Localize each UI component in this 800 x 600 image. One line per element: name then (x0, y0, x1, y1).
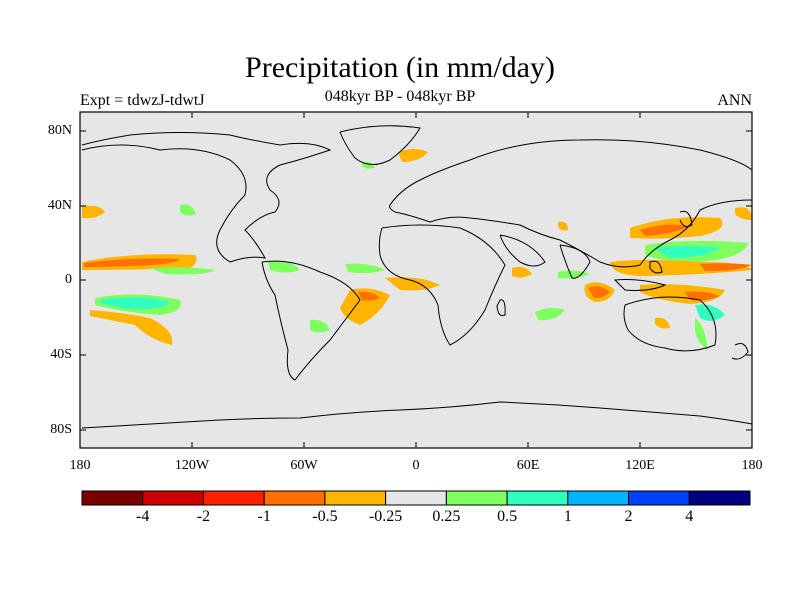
colorbar-box (324, 490, 387, 506)
experiment-label: Expt = tdwzJ-tdwtJ (80, 92, 205, 109)
lat-label: 0 (65, 272, 72, 287)
colorbar-box (567, 490, 630, 506)
colorbar-label: 0.5 (497, 508, 518, 525)
colorbar-label: -4 (136, 508, 150, 525)
colorbar-box (506, 490, 569, 506)
season-label: ANN (717, 92, 752, 109)
colorbar-box (202, 490, 265, 506)
lat-label: 80S (50, 422, 72, 437)
lon-label: 120W (174, 458, 210, 473)
lon-label: 60E (516, 458, 540, 473)
colorbar-box (81, 490, 144, 506)
lon-label: 120E (625, 458, 655, 473)
lat-label: 80N (47, 123, 72, 138)
colorbar-box (445, 490, 508, 506)
colorbar-box (263, 490, 326, 506)
lon-label: 0 (412, 458, 420, 473)
colorbar-label: 2 (624, 508, 633, 525)
colorbar (81, 490, 751, 506)
lon-label: 180 (741, 458, 763, 473)
lon-label: 60W (290, 458, 318, 473)
axis-ticks (79, 112, 753, 448)
colorbar-label: -2 (196, 508, 211, 525)
colorbar-label: -0.25 (368, 508, 403, 525)
lat-label: 40N (47, 198, 72, 213)
colorbar-label: 0.25 (432, 508, 461, 525)
colorbar-label: -1 (257, 508, 271, 525)
anomaly-contours (82, 149, 752, 350)
map-title: Precipitation (in mm/day) (245, 51, 555, 84)
colorbar-label: -0.5 (312, 508, 338, 525)
lat-label: 40S (50, 347, 72, 362)
colorbar-label: 1 (563, 508, 572, 525)
period-label: 048kyr BP - 048kyr BP (324, 88, 476, 105)
coastlines (81, 125, 753, 429)
colorbar-box (142, 490, 204, 506)
colorbar-label: 4 (685, 508, 694, 525)
colorbar-box (688, 490, 751, 506)
colorbar-box (628, 490, 690, 506)
lon-label: 180 (69, 458, 91, 473)
colorbar-box (385, 490, 447, 506)
